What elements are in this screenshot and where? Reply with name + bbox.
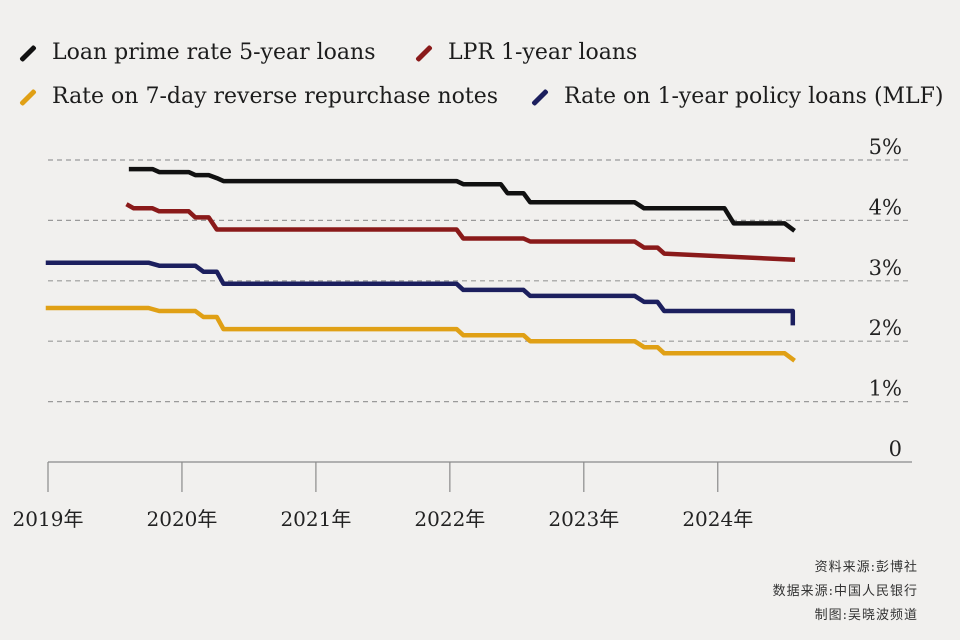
x-tick-label-0: 2019年: [13, 507, 84, 531]
legend-item-reverse-repo: Rate on 7-day reverse repurchase notes: [14, 84, 498, 109]
legend-label-mlf: Rate on 1-year policy loans (MLF): [564, 84, 944, 109]
y-tick-label-2: 2%: [869, 316, 902, 340]
x-tick-label-2: 2021年: [280, 507, 351, 531]
chart-legend: Loan prime rate 5-year loans LPR 1-year …: [0, 0, 960, 130]
y-tick-label-5: 5%: [869, 135, 902, 159]
source-bloomberg: 资料来源:彭博社: [814, 560, 918, 575]
y-tick-label-4: 4%: [869, 195, 902, 219]
y-tick-label-1: 1%: [869, 377, 902, 401]
series-line-2: [45, 260, 796, 326]
x-tick-label-3: 2022年: [414, 507, 485, 531]
legend-item-mlf: Rate on 1-year policy loans (MLF): [526, 84, 944, 109]
x-tick-label-1: 2020年: [147, 507, 218, 531]
y-tick-label-0: 0: [889, 437, 902, 461]
legend-label-lpr-5y: Loan prime rate 5-year loans: [52, 40, 376, 65]
x-tick-label-5: 2024年: [682, 507, 753, 531]
legend-item-lpr-1y: LPR 1-year loans: [410, 40, 637, 65]
y-tick-label-3: 3%: [869, 256, 902, 280]
legend-label-lpr-1y: LPR 1-year loans: [448, 40, 638, 65]
series-line-1: [125, 202, 796, 263]
x-tick-label-4: 2023年: [548, 507, 619, 531]
source-pboc: 数据来源:中国人民银行: [772, 584, 918, 599]
source-credit: 制图:吴晓波频道: [814, 608, 918, 623]
series-line-0: [128, 166, 796, 233]
legend-label-reverse-repo: Rate on 7-day reverse repurchase notes: [52, 84, 499, 109]
series-line-3: [45, 305, 796, 363]
legend-item-lpr-5y: Loan prime rate 5-year loans: [14, 40, 376, 65]
